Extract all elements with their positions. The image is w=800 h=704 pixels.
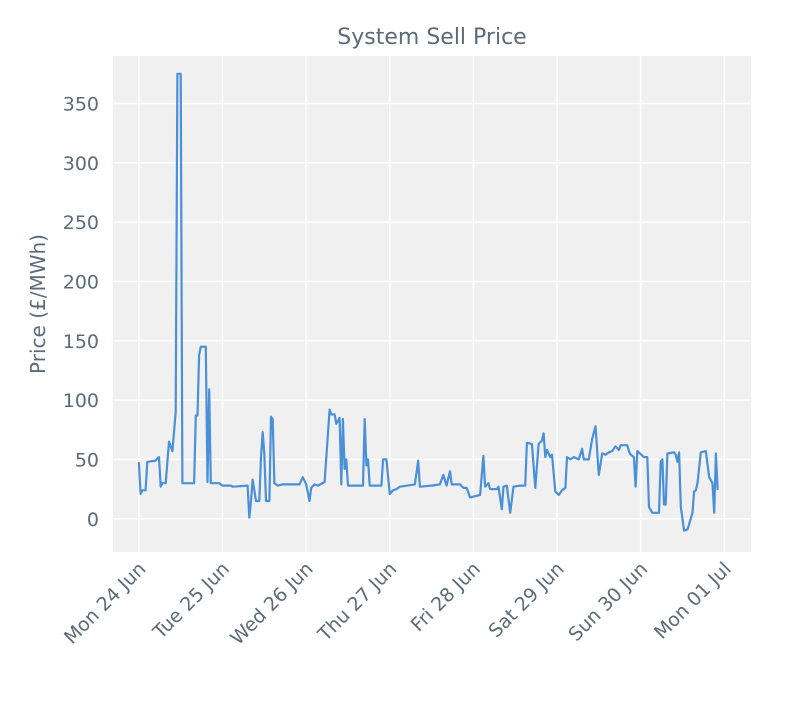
y-tick-label: 50 — [75, 449, 99, 471]
x-tick-label: Thu 27 Jun — [313, 558, 401, 646]
series-line — [137, 72, 719, 532]
series-layer — [137, 72, 719, 532]
grid-lines — [113, 56, 751, 552]
x-tick-label: Mon 24 Jun — [60, 558, 151, 649]
y-axis-ticks: 0 50 100 150 200 250 300 350 — [63, 93, 99, 530]
x-tick-label: Sun 30 Jun — [564, 558, 652, 646]
x-tick-label: Sat 29 Jun — [484, 558, 568, 642]
y-tick-label: 350 — [63, 93, 99, 115]
x-tick-label: Tue 25 Jun — [148, 558, 234, 644]
y-tick-label: 250 — [63, 212, 99, 234]
y-tick-label: 300 — [63, 153, 99, 175]
y-axis-label: Price (£/MWh) — [26, 234, 50, 374]
plot-background — [113, 56, 751, 552]
y-tick-label: 150 — [63, 331, 99, 353]
y-tick-label: 200 — [63, 271, 99, 293]
chart-title: System Sell Price — [337, 25, 526, 50]
y-tick-label: 0 — [87, 509, 99, 531]
x-tick-label: Fri 28 Jun — [407, 558, 485, 636]
x-tick-label: Mon 01 Jul — [650, 558, 736, 644]
y-tick-label: 100 — [63, 390, 99, 412]
x-tick-label: Wed 26 Jun — [226, 558, 317, 649]
